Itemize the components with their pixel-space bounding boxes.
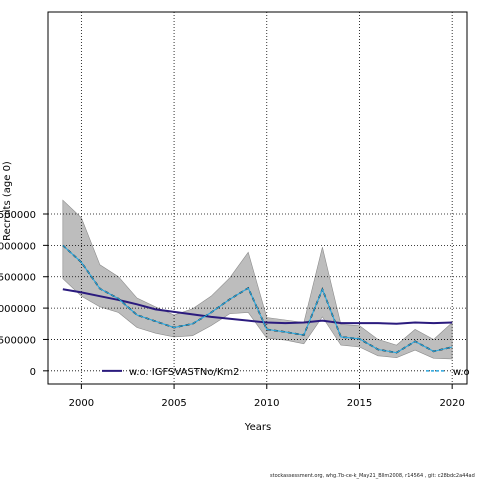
x-tick-label-2015: 2015 [347,398,372,409]
x-tick-label-2010: 2010 [254,398,279,409]
axis-layer: 2000 2005 2010 2015 2020 0 500000 1000000 150000… [0,11,468,409]
footer-note: stockassessment.org, whg.7b-ce-k_May21_B… [270,473,475,479]
series-line-igfsvast [62,288,453,325]
y-tick-label-500000: 500000 [0,335,36,346]
y-axis-title: Recruits (age 0) [2,161,13,241]
y-tick-label-1000000: 1000000 [0,304,36,315]
x-tick-label-2005: 2005 [161,398,186,409]
series-layer [62,244,453,354]
y-tick-label-0: 0 [30,367,36,378]
y-tick-label-1500000: 1500000 [0,273,36,284]
series-line-wo [62,244,453,354]
grid-layer [48,12,467,384]
plot-frame [47,11,468,385]
y-tick-label-2000000: 2000000 [0,241,36,252]
confidence-band [62,199,453,360]
confidence-band-layer [62,199,453,360]
legend-label-wo: w.o [453,367,470,378]
legend-layer: w.o. IGFSVASTNo/Km2 w.o [102,367,470,378]
y-tick-label-2500000: 2500000 [0,210,36,221]
x-tick-label-2000: 2000 [69,398,94,409]
legend-label-igfsvast: w.o. IGFSVASTNo/Km2 [129,367,240,378]
x-tick-label-2020: 2020 [439,398,464,409]
x-axis-title: Years [244,422,271,433]
